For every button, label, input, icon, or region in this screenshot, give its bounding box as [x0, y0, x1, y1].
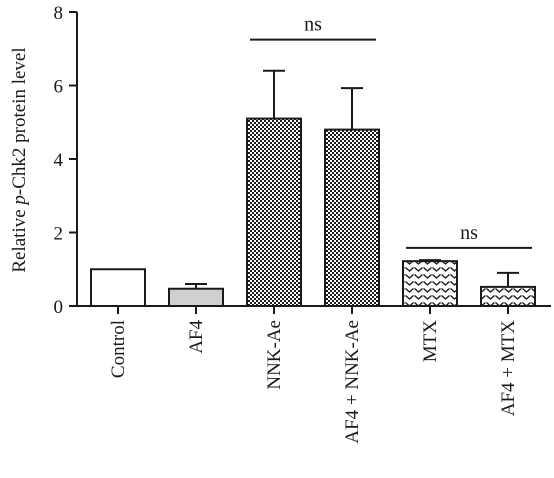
x-category-label: AF4 [186, 320, 207, 354]
y-axis-title-italic: p [9, 195, 30, 207]
significance-label: ns [460, 222, 478, 244]
x-category-label: AF4 + NNK-Ae [342, 320, 363, 444]
x-axis: Control AF4 NNK-Ae AF4 + NNK-Ae MTX AF4 + MTX [77, 305, 551, 444]
bar [402, 260, 458, 308]
bar [480, 285, 536, 308]
bar [324, 128, 380, 307]
y-tick-label: 4 [54, 150, 64, 171]
y-axis: 0 2 4 6 8 [54, 3, 78, 318]
significance-group: ns ns [250, 14, 532, 249]
x-category-label: MTX [420, 320, 441, 363]
y-tick-label: 6 [54, 77, 64, 98]
y-tick-label: 0 [54, 297, 64, 318]
y-axis-title: Relative p-Chk2 protein level [9, 47, 30, 272]
y-tick-label: 8 [54, 3, 64, 24]
bar [168, 287, 224, 308]
y-axis-title-part: -Chk2 protein level [9, 47, 30, 195]
x-category-label: NNK-Ae [264, 320, 285, 390]
x-category-label: AF4 + MTX [498, 320, 519, 417]
x-category-label: Control [108, 320, 129, 378]
bar [90, 268, 146, 307]
y-axis-title-part: Relative [9, 205, 30, 273]
bars-group [90, 69, 536, 308]
bar [246, 117, 302, 307]
significance-label: ns [304, 14, 322, 36]
y-tick-label: 2 [54, 224, 64, 245]
